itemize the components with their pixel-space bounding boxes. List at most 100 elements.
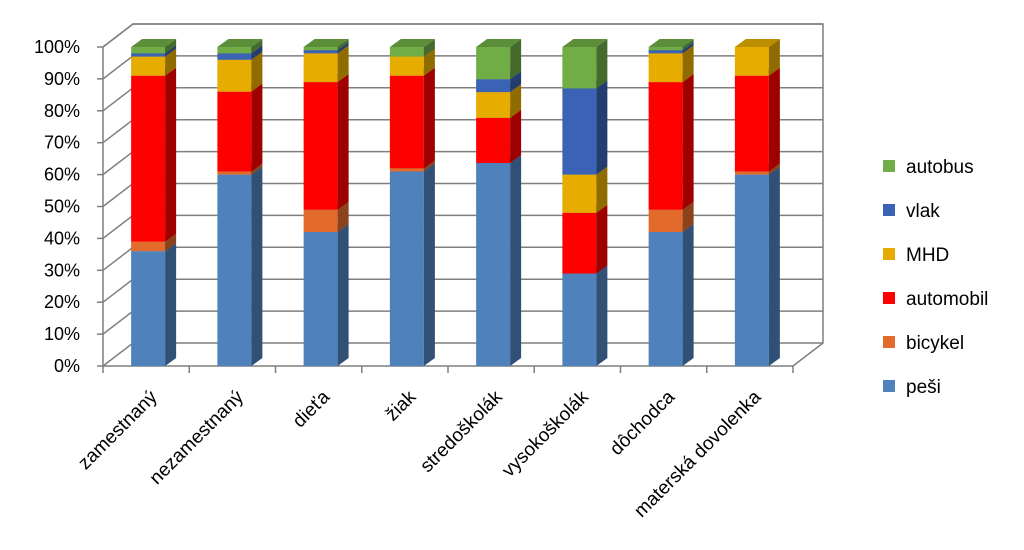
bar-stack-4 xyxy=(476,39,522,366)
y-tick-label: 20% xyxy=(44,292,80,312)
legend: autobus vlak MHD automobil bicykel peši xyxy=(883,157,988,398)
legend-label: MHD xyxy=(906,245,949,266)
bar-segment xyxy=(303,74,349,210)
bar-side xyxy=(682,201,694,233)
x-category-label: žiak xyxy=(382,386,421,425)
bar-front xyxy=(131,75,166,242)
bar-front xyxy=(648,232,683,366)
bar-side xyxy=(682,224,694,366)
bar-front xyxy=(131,241,166,252)
bar-top xyxy=(217,39,263,47)
bar-segment xyxy=(648,39,694,51)
bar-side xyxy=(596,166,608,213)
bar-front xyxy=(476,117,511,163)
bar-side xyxy=(251,83,263,172)
legend-item: MHD xyxy=(883,245,949,266)
bar-segment xyxy=(131,67,177,242)
bar-front xyxy=(389,75,424,169)
bar-side xyxy=(596,39,608,89)
bar-front xyxy=(389,168,424,172)
bar-side xyxy=(510,109,522,163)
bar-segment xyxy=(562,265,608,366)
bar-stack-7 xyxy=(734,39,780,366)
bar-side xyxy=(596,80,608,175)
chart-walls xyxy=(102,23,824,367)
bar-stack-2 xyxy=(303,39,349,366)
bar-segment xyxy=(131,39,177,54)
bar-segment xyxy=(734,39,780,76)
bar-segment xyxy=(303,39,349,51)
y-tick-label: 40% xyxy=(44,228,80,248)
bar-segment xyxy=(131,243,177,366)
bar-side xyxy=(251,51,263,92)
bars xyxy=(131,39,780,366)
bar-front xyxy=(648,82,683,210)
bar-front xyxy=(476,47,511,80)
bar-segment xyxy=(734,67,780,172)
bar-front xyxy=(648,209,683,233)
bar-side xyxy=(337,74,349,210)
bar-top xyxy=(734,39,780,47)
bar-front xyxy=(648,53,683,83)
bar-front xyxy=(562,47,597,89)
y-tick-label: 0% xyxy=(54,356,80,376)
bar-front xyxy=(217,91,252,172)
bar-segment xyxy=(562,39,608,89)
bar-front xyxy=(562,174,597,213)
y-tick-label: 50% xyxy=(44,197,80,217)
legend-item: automobil xyxy=(883,289,988,310)
bar-side xyxy=(768,67,780,172)
bar-front xyxy=(217,53,252,60)
y-tick-label: 60% xyxy=(44,165,80,185)
bar-front xyxy=(131,53,166,57)
bar-side xyxy=(165,48,177,76)
x-category-label: dieťa xyxy=(289,386,335,432)
gridline xyxy=(102,246,823,271)
bar-front xyxy=(562,88,597,175)
y-tick-label: 70% xyxy=(44,133,80,153)
legend-swatch xyxy=(883,160,895,172)
bar-side xyxy=(337,224,349,366)
bar-top xyxy=(562,39,608,47)
bar-front xyxy=(734,75,769,172)
bar-side xyxy=(337,45,349,83)
x-category-label: zamestnaný xyxy=(74,386,162,474)
bar-top xyxy=(389,39,435,47)
legend-swatch xyxy=(883,292,895,304)
bar-top xyxy=(476,39,522,47)
y-tick-label: 90% xyxy=(44,69,80,89)
bar-front xyxy=(648,47,683,51)
gridline xyxy=(102,310,823,335)
bar-front xyxy=(303,50,338,54)
bar-side xyxy=(596,204,608,274)
bar-side xyxy=(682,42,694,54)
gridline xyxy=(102,342,823,367)
y-axis-ticks: 0% 10% 20% 30% 40% 50% 60% 70% 80% 90% 100% xyxy=(34,37,103,376)
bar-side xyxy=(251,163,263,175)
legend-item: vlak xyxy=(883,201,940,222)
legend-swatch xyxy=(883,380,895,392)
bar-front xyxy=(131,47,166,54)
bar-front xyxy=(389,47,424,57)
y-tick-label: 10% xyxy=(44,324,80,344)
bar-side xyxy=(682,74,694,210)
bar-front xyxy=(303,82,338,210)
bar-side xyxy=(251,39,263,54)
bar-side xyxy=(423,160,435,172)
bar-front xyxy=(217,174,252,366)
bar-front xyxy=(131,56,166,76)
bar-segment xyxy=(562,80,608,175)
bar-front xyxy=(131,251,166,366)
bar-front xyxy=(734,174,769,366)
bar-front xyxy=(476,79,511,93)
bar-stack-5 xyxy=(562,39,608,366)
y-tick-label: 100% xyxy=(34,37,80,57)
bar-side xyxy=(337,39,349,51)
bar-front xyxy=(217,59,252,92)
bar-segment xyxy=(389,39,435,57)
gridline xyxy=(102,23,823,48)
legend-swatch xyxy=(883,336,895,348)
gridline xyxy=(102,214,823,239)
bar-stack-0 xyxy=(131,39,177,366)
bar-front xyxy=(476,163,511,366)
